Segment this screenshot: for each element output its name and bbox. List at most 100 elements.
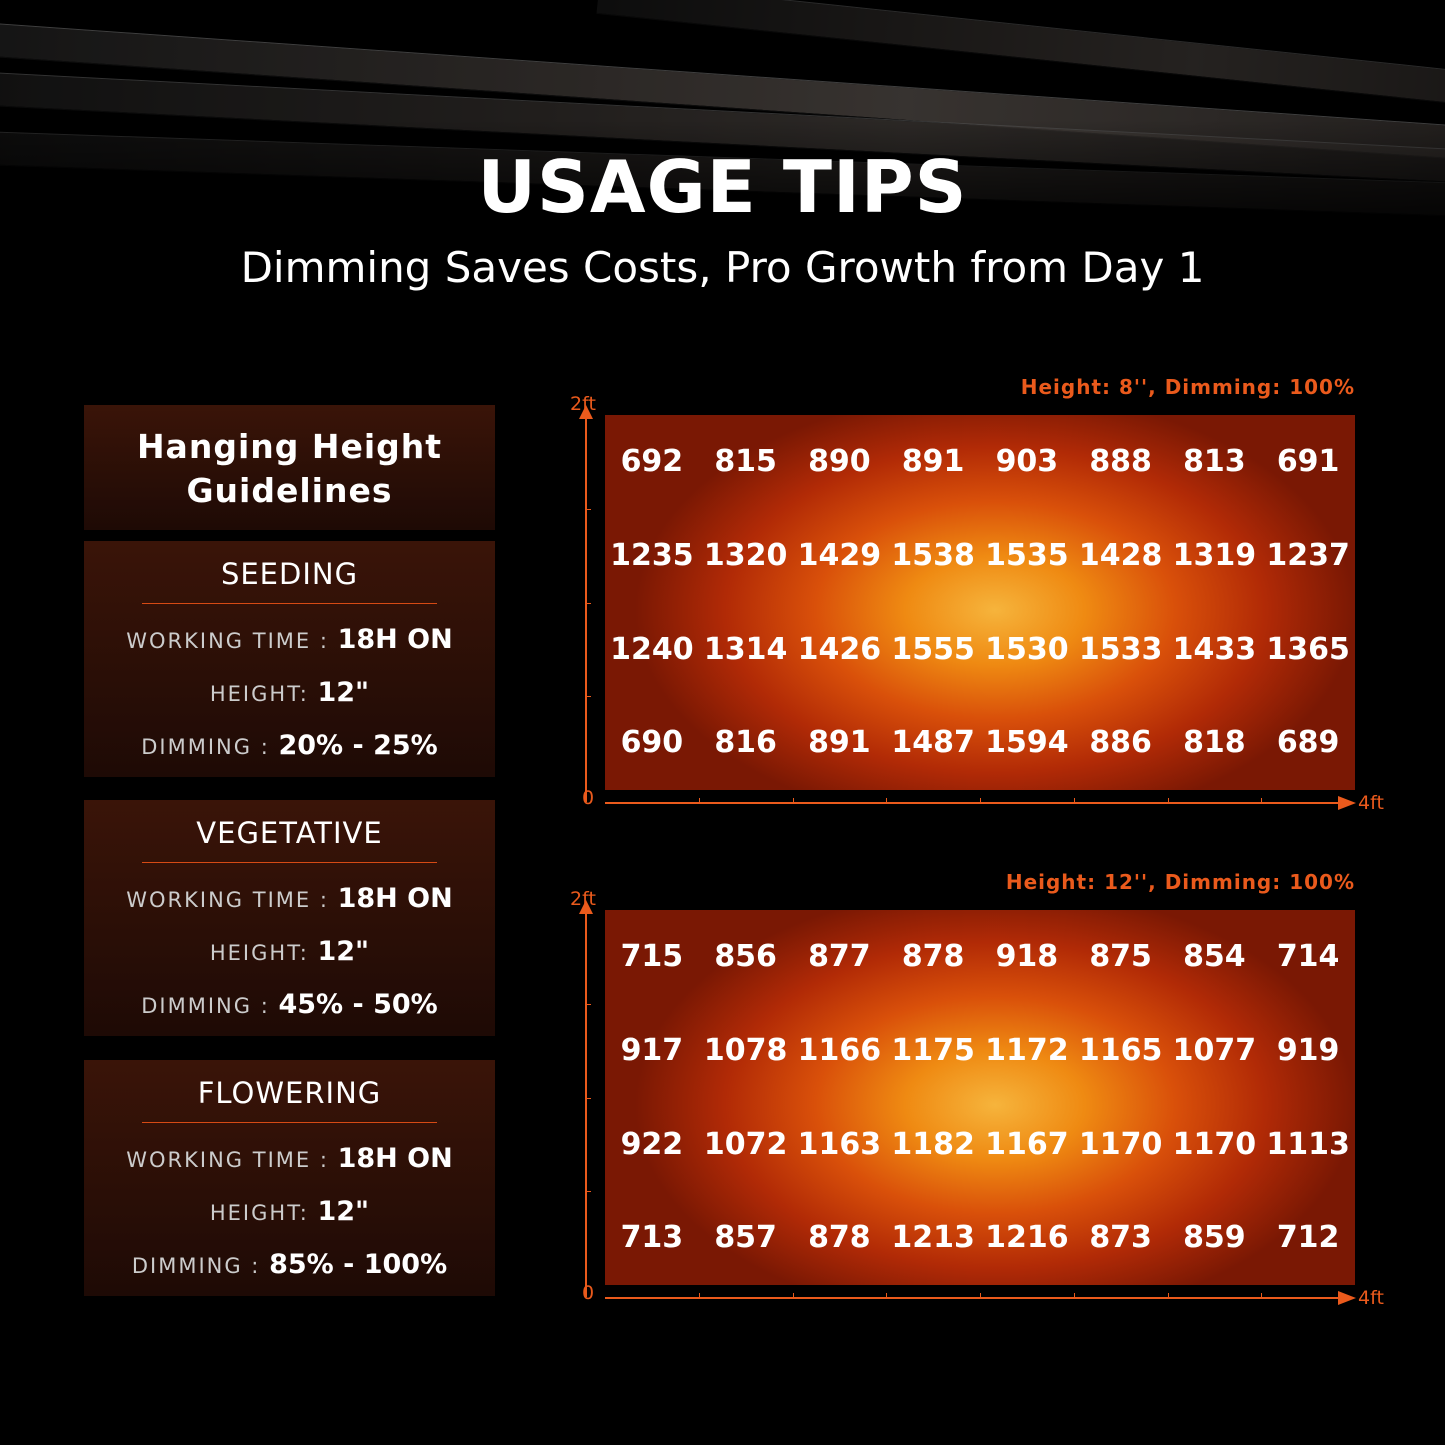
heatmap-cell: 818 bbox=[1183, 725, 1246, 761]
heatmap-cell: 690 bbox=[620, 725, 684, 761]
heatmap-cell: 816 bbox=[714, 725, 777, 761]
heatmap-cell: 714 bbox=[1276, 939, 1340, 974]
dimming: DIMMING : 45% - 50% bbox=[84, 987, 495, 1040]
dimming-value: 20% - 25% bbox=[278, 730, 438, 761]
heatmap-cell: 1535 bbox=[985, 537, 1069, 573]
y-min-label: 0 bbox=[582, 1282, 595, 1304]
height-label: HEIGHT: bbox=[209, 1201, 309, 1225]
height-label: HEIGHT: bbox=[209, 941, 309, 965]
heatmap-area: 692 815 890 891 903 888 813 691 1235 1320 1429 1538… bbox=[605, 415, 1355, 790]
x-tick bbox=[1167, 798, 1169, 803]
arrow-up-icon bbox=[579, 900, 593, 914]
heatmap-cell: 857 bbox=[714, 1220, 777, 1256]
stage-card-flowering: FLOWERING WORKING TIME : 18H ON HEIGHT: … bbox=[84, 1060, 495, 1296]
y-tick bbox=[586, 1003, 591, 1005]
heatmap-cell: 692 bbox=[620, 444, 684, 479]
working-time-value: 18H ON bbox=[337, 883, 453, 914]
heatmap-cell: 1237 bbox=[1266, 537, 1350, 573]
arrow-up-icon bbox=[579, 405, 593, 419]
y-max-label: 2ft bbox=[570, 888, 596, 910]
heatmap-cell: 712 bbox=[1276, 1220, 1340, 1256]
heatmap-area: 715 856 877 878 918 875 854 714 917 1078 1166 1175 1… bbox=[605, 910, 1355, 1285]
heatmap-cell: 917 bbox=[620, 1032, 684, 1068]
stage-name: VEGETATIVE bbox=[196, 816, 383, 850]
light-bars-photo bbox=[0, 0, 1445, 240]
working-time-label: WORKING TIME : bbox=[126, 629, 329, 653]
heatmap-cell: 1172 bbox=[985, 1032, 1069, 1068]
heatmap-cell: 1165 bbox=[1078, 1032, 1163, 1068]
heatmap-cell: 859 bbox=[1183, 1220, 1246, 1256]
stage-name: SEEDING bbox=[220, 557, 359, 591]
height: HEIGHT: 12" bbox=[84, 675, 495, 728]
x-tick bbox=[698, 798, 700, 803]
heatmap-cell: 1163 bbox=[797, 1126, 882, 1162]
heatmap-cell: 1538 bbox=[891, 537, 975, 573]
heatmap-cell: 1078 bbox=[703, 1032, 788, 1068]
chart-title: Height: 12'', Dimming: 100% bbox=[1005, 870, 1355, 894]
x-tick bbox=[980, 798, 981, 803]
y-max-label: 2ft bbox=[570, 393, 596, 415]
guidelines-header: Hanging Height Guidelines bbox=[84, 405, 495, 530]
y-tick bbox=[586, 508, 591, 510]
ppfd-heatmap-1: Height: 8'', Dimming: 100% 692 815 890 891 9… bbox=[560, 375, 1400, 814]
x-axis bbox=[605, 1297, 1340, 1299]
heatmap-cell: 1433 bbox=[1172, 631, 1257, 667]
heatmap-cell: 877 bbox=[808, 939, 871, 974]
heatmap-cell: 689 bbox=[1276, 725, 1340, 761]
heatmap-cell: 1167 bbox=[985, 1126, 1069, 1162]
dimming-value: 85% - 100% bbox=[269, 1249, 448, 1280]
divider bbox=[142, 862, 437, 863]
arrow-right-icon bbox=[1338, 1291, 1356, 1305]
working-time-value: 18H ON bbox=[337, 624, 453, 655]
dimming-label: DIMMING : bbox=[141, 735, 270, 759]
x-tick bbox=[792, 1293, 794, 1298]
dimming: DIMMING : 85% - 100% bbox=[84, 1247, 495, 1300]
heatmap-cell: 918 bbox=[995, 939, 1059, 974]
heatmap-cell: 1487 bbox=[891, 725, 975, 761]
x-tick bbox=[980, 1293, 981, 1298]
heatmap-cell: 1077 bbox=[1172, 1032, 1257, 1068]
heatmap-cell: 891 bbox=[901, 444, 965, 479]
heatmap-cell: 1429 bbox=[797, 537, 882, 573]
heatmap-cell: 1530 bbox=[985, 631, 1069, 667]
arrow-right-icon bbox=[1338, 796, 1356, 810]
dimming-value: 45% - 50% bbox=[278, 989, 438, 1020]
y-tick bbox=[586, 696, 591, 698]
divider bbox=[142, 603, 437, 604]
height: HEIGHT: 12" bbox=[84, 1194, 495, 1247]
y-min-label: 0 bbox=[582, 787, 595, 809]
y-tick bbox=[586, 1191, 591, 1193]
dimming-label: DIMMING : bbox=[131, 1254, 261, 1278]
x-tick bbox=[1073, 1293, 1075, 1298]
height-value: 12" bbox=[317, 1196, 370, 1227]
working-time-label: WORKING TIME : bbox=[126, 888, 329, 912]
y-axis bbox=[585, 417, 587, 802]
heatmap-cell: 890 bbox=[808, 444, 871, 479]
heatmap-cell: 1170 bbox=[1078, 1126, 1163, 1162]
heatmap-cell: 1426 bbox=[797, 631, 882, 667]
heatmap-cell: 1166 bbox=[797, 1032, 882, 1068]
heatmap-cell: 1555 bbox=[891, 631, 975, 667]
page-title: USAGE TIPS bbox=[477, 145, 968, 229]
heatmap-cell: 854 bbox=[1183, 939, 1246, 974]
y-tick bbox=[586, 602, 591, 604]
heatmap-cell: 875 bbox=[1089, 939, 1152, 974]
heatmap-cell: 1113 bbox=[1266, 1126, 1350, 1162]
guidelines-title-line1: Hanging Height bbox=[136, 427, 443, 466]
heatmap-cell: 903 bbox=[995, 444, 1059, 479]
x-tick bbox=[1261, 798, 1263, 803]
guidelines-title-line2: Guidelines bbox=[186, 471, 393, 510]
working-time: WORKING TIME : 18H ON bbox=[84, 881, 495, 934]
heatmap-cell: 856 bbox=[714, 939, 777, 974]
heatmap-cell: 878 bbox=[901, 939, 965, 974]
dimming-label: DIMMING : bbox=[141, 994, 270, 1018]
height: HEIGHT: 12" bbox=[84, 934, 495, 987]
x-max-label: 4ft bbox=[1358, 792, 1384, 814]
heatmap-cell: 1240 bbox=[610, 631, 694, 667]
y-tick bbox=[586, 1097, 591, 1099]
height-value: 12" bbox=[317, 677, 370, 708]
heatmap-cell: 691 bbox=[1276, 444, 1340, 479]
x-tick bbox=[886, 798, 888, 803]
heatmap-cell: 1314 bbox=[703, 631, 788, 667]
chart-title: Height: 8'', Dimming: 100% bbox=[1020, 375, 1355, 399]
